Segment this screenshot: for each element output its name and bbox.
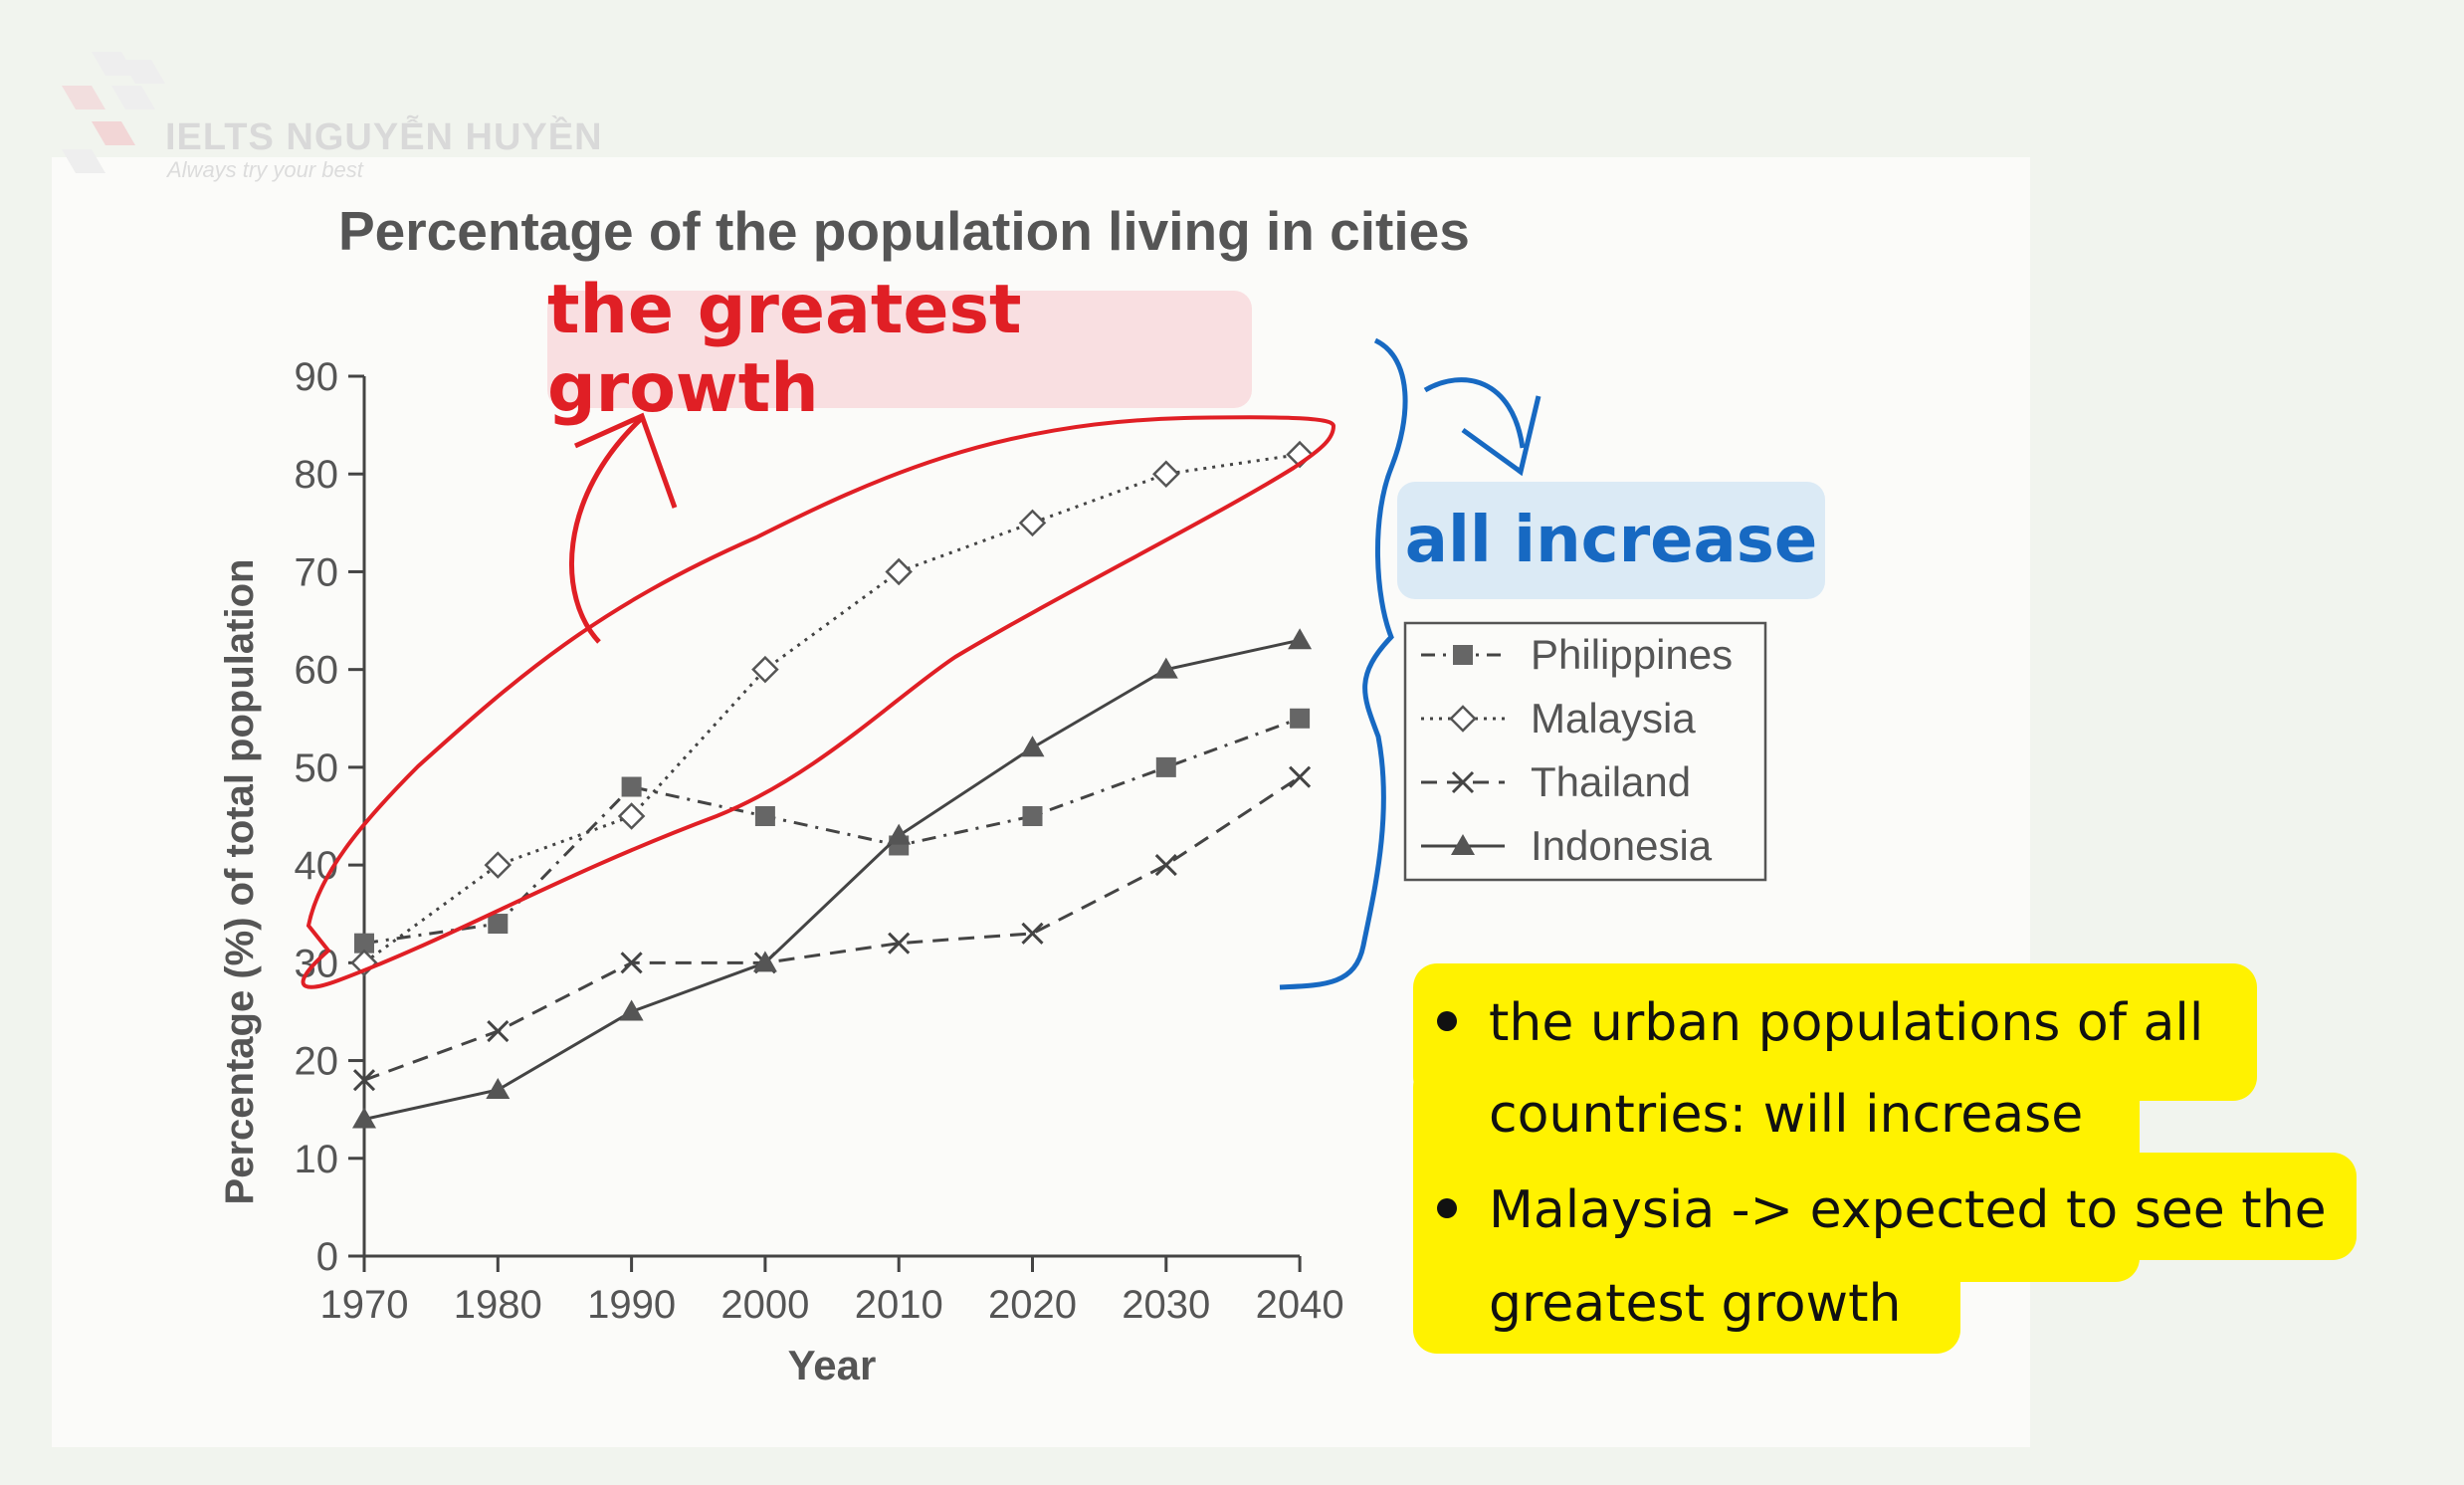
legend-label-malaysia: Malaysia: [1531, 695, 1696, 742]
data-point-philippines: [1290, 708, 1311, 729]
y-tick-label: 40: [295, 844, 339, 888]
data-point-thailand: [487, 1020, 510, 1043]
brand-tagline: Always try your best: [167, 157, 363, 182]
legend-marker-malaysia: [1449, 705, 1477, 733]
y-tick-label: 20: [295, 1040, 339, 1084]
blue-arrow-head: [1461, 395, 1541, 477]
legend-box: [1403, 621, 1767, 882]
red-loop-highlight: [301, 415, 1336, 989]
data-point-thailand: [1021, 922, 1044, 945]
x-tick-label: 1980: [454, 1283, 542, 1327]
red-arrow: [568, 416, 644, 644]
chart-title: Percentage of the population living in c…: [338, 200, 1470, 262]
data-point-indonesia: [887, 823, 912, 845]
x-tick-label: 1990: [587, 1283, 676, 1327]
legend-marker-indonesia: [1451, 834, 1475, 855]
data-point-philippines: [1022, 806, 1043, 826]
bullet-icon: [1437, 1011, 1457, 1031]
y-axis-label: Percentage (%) of total population: [218, 559, 262, 1205]
legend-marker-philippines: [1453, 645, 1473, 665]
data-point-philippines: [754, 806, 775, 826]
series-line-indonesia: [363, 638, 1301, 1121]
y-tick-label: 70: [295, 550, 339, 594]
note-2-line-1: Malaysia -> expected to see the: [1489, 1180, 2327, 1240]
data-point-malaysia: [1018, 509, 1047, 537]
data-point-indonesia: [1020, 736, 1045, 757]
x-tick-label: 2020: [988, 1283, 1077, 1327]
summary-notes: the urban populations of all countries: …: [1413, 963, 2359, 1381]
data-point-malaysia: [484, 851, 513, 879]
legend-label-philippines: Philippines: [1531, 631, 1733, 678]
data-point-thailand: [352, 1069, 376, 1092]
note-2-line-2: greatest growth: [1489, 1274, 1902, 1334]
y-tick-label: 50: [295, 746, 339, 790]
data-point-philippines: [488, 914, 509, 935]
greatest-growth-callout: the greatest growth: [547, 271, 1252, 428]
data-point-indonesia: [752, 951, 777, 972]
data-point-thailand: [1289, 765, 1312, 788]
blue-brace: [1279, 337, 1408, 990]
data-point-thailand: [620, 952, 643, 974]
legend-label-indonesia: Indonesia: [1531, 822, 1713, 869]
red-arrow-head: [573, 412, 678, 509]
data-point-malaysia: [617, 802, 646, 830]
y-tick-label: 0: [316, 1235, 338, 1279]
data-point-indonesia: [619, 999, 644, 1021]
legend-marker-thailand: [1451, 770, 1475, 794]
series-thailand: [352, 765, 1312, 1092]
data-point-indonesia: [352, 1107, 376, 1129]
y-tick-label: 10: [295, 1138, 339, 1181]
data-point-malaysia: [885, 557, 913, 586]
series-malaysia: [350, 440, 1314, 977]
series-line-malaysia: [363, 453, 1301, 964]
x-axis-label: Year: [788, 1342, 877, 1388]
all-increase-callout: all increase: [1397, 482, 1825, 599]
data-point-philippines: [1155, 756, 1176, 777]
note-1-line-1: the urban populations of all: [1489, 993, 2204, 1053]
data-point-thailand: [1154, 854, 1177, 877]
series-line-thailand: [363, 775, 1301, 1082]
y-tick-label: 90: [295, 355, 339, 399]
x-tick-label: 2000: [720, 1283, 809, 1327]
x-tick-label: 2010: [855, 1283, 943, 1327]
x-tick-label: 2030: [1122, 1283, 1210, 1327]
legend: Philippines Malaysia Thailand Indonesia: [1403, 621, 1767, 882]
blue-arrow: [1423, 377, 1526, 449]
x-tick-label: 1970: [320, 1283, 409, 1327]
logo-mark: [62, 52, 165, 173]
data-point-indonesia: [1288, 628, 1313, 650]
bullet-icon: [1437, 1198, 1457, 1218]
data-point-thailand: [888, 932, 911, 955]
y-tick-label: 60: [295, 649, 339, 693]
note-1-line-2: countries: will increase: [1489, 1085, 2084, 1145]
legend-label-thailand: Thailand: [1531, 758, 1691, 805]
data-point-philippines: [354, 933, 374, 954]
data-point-malaysia: [1152, 460, 1180, 488]
series-indonesia: [352, 628, 1313, 1129]
brand-name: IELTS NGUYỄN HUYỀN: [165, 116, 603, 158]
data-point-indonesia: [1153, 657, 1178, 679]
data-point-malaysia: [751, 655, 779, 684]
y-tick-label: 80: [295, 453, 339, 497]
data-point-philippines: [621, 776, 642, 797]
data-point-indonesia: [486, 1078, 511, 1100]
x-tick-label: 2040: [1256, 1283, 1344, 1327]
